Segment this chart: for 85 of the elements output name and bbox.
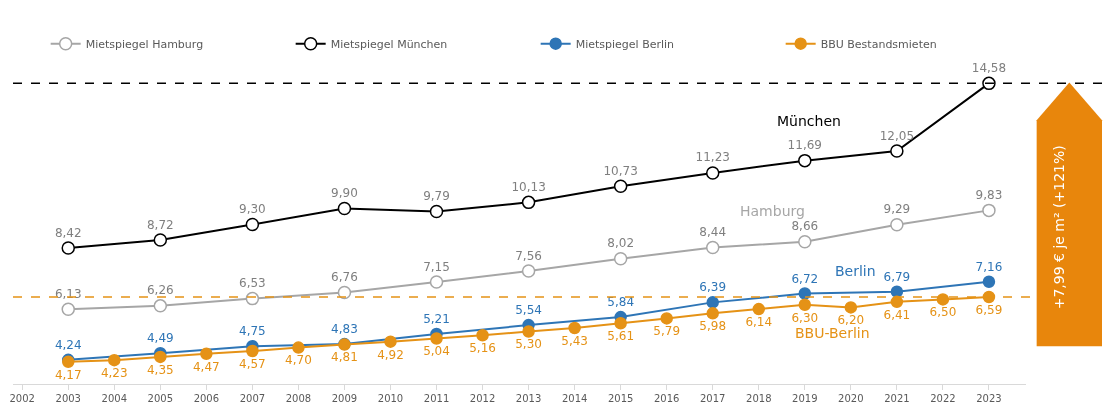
data-label: 5,04 xyxy=(423,344,450,359)
data-label: 6,39 xyxy=(699,280,727,295)
data-label: 7,56 xyxy=(515,248,542,263)
x-tick-label: 2022 xyxy=(930,393,956,404)
data-label: 4,23 xyxy=(100,366,128,381)
data-label: 8,44 xyxy=(699,225,727,240)
data-label: 4,35 xyxy=(146,362,174,377)
data-label: 6,14 xyxy=(745,314,773,329)
x-tick-label: 2020 xyxy=(838,393,864,404)
legend-label: BBU Bestandsmieten xyxy=(820,37,937,51)
data-label: 8,72 xyxy=(146,217,174,232)
x-tick-label: 2021 xyxy=(884,393,910,404)
x-tick-label: 2003 xyxy=(55,393,81,404)
legend-label: Mietspiegel München xyxy=(330,37,448,51)
data-label: 9,90 xyxy=(331,186,358,201)
data-label: 5,61 xyxy=(607,329,635,344)
data-label: 14,58 xyxy=(971,60,1007,75)
data-label: 6,26 xyxy=(146,283,174,298)
data-label: 8,02 xyxy=(607,236,635,251)
annotation: BBU-Berlin xyxy=(795,325,870,341)
data-label: 8,42 xyxy=(54,225,82,240)
annotation: Berlin xyxy=(835,263,876,279)
x-tick-label: 2008 xyxy=(285,393,312,404)
data-label: 4,17 xyxy=(54,367,82,382)
data-label: 6,53 xyxy=(239,276,266,291)
x-tick-label: 2013 xyxy=(515,393,542,404)
data-label: 5,98 xyxy=(699,319,727,334)
x-tick-label: 2015 xyxy=(607,393,634,404)
data-label: 7,16 xyxy=(975,259,1003,274)
x-tick-label: 2016 xyxy=(653,393,680,404)
x-tick-label: 2006 xyxy=(193,393,220,404)
data-label: 5,54 xyxy=(515,303,542,318)
data-label: 9,30 xyxy=(239,202,266,217)
data-label: 5,43 xyxy=(561,333,588,348)
data-label: 4,75 xyxy=(239,324,266,339)
data-label: 11,69 xyxy=(787,138,822,153)
data-label: 6,20 xyxy=(837,313,865,328)
data-label: 4,83 xyxy=(331,322,358,337)
x-tick-label: 2004 xyxy=(101,393,128,404)
data-label: 10,13 xyxy=(511,179,546,194)
data-label: 4,47 xyxy=(192,359,220,374)
data-label: 6,41 xyxy=(883,307,911,322)
text: +7,99 € je m² (+121%) xyxy=(1051,145,1068,310)
legend-label: Mietspiegel Hamburg xyxy=(85,37,204,51)
data-label: 9,79 xyxy=(423,188,450,203)
data-label: 4,92 xyxy=(377,347,404,362)
x-tick-label: 2019 xyxy=(792,393,818,404)
data-label: 6,59 xyxy=(975,302,1003,317)
data-label: 4,57 xyxy=(239,356,266,371)
annotation: München xyxy=(777,113,841,129)
x-tick-label: 2011 xyxy=(423,393,450,404)
data-label: 6,76 xyxy=(331,269,358,284)
x-tick-label: 2017 xyxy=(700,393,726,404)
data-label: 4,70 xyxy=(285,353,312,368)
data-label: 5,21 xyxy=(423,312,450,327)
data-label: 6,72 xyxy=(791,271,819,286)
x-tick-label: 2009 xyxy=(331,393,358,404)
data-label: 9,29 xyxy=(883,202,911,217)
data-label: 6,79 xyxy=(883,269,911,284)
x-tick-label: 2012 xyxy=(469,393,496,404)
data-label: 9,83 xyxy=(975,187,1003,202)
data-label: 6,50 xyxy=(929,305,957,320)
data-label: 8,66 xyxy=(791,219,819,234)
data-label: 6,13 xyxy=(54,286,82,301)
x-tick-label: 2007 xyxy=(239,393,266,404)
data-label: 4,49 xyxy=(146,331,174,346)
legend-label: Mietspiegel Berlin xyxy=(575,37,675,51)
x-tick-label: 2005 xyxy=(147,393,174,404)
data-label: 7,15 xyxy=(423,259,450,274)
data-label: 4,24 xyxy=(54,337,82,352)
x-tick-label: 2002 xyxy=(9,393,35,404)
data-label: 5,16 xyxy=(469,341,496,356)
data-label: 4,81 xyxy=(331,350,358,365)
data-label: 10,73 xyxy=(603,163,638,178)
data-label: 12,05 xyxy=(879,128,915,143)
data-label: 6,30 xyxy=(791,310,819,325)
annotation: Hamburg xyxy=(740,203,805,219)
data-label: 5,30 xyxy=(515,337,542,352)
data-label: 11,23 xyxy=(695,150,730,165)
x-tick-label: 2023 xyxy=(976,393,1002,404)
x-tick-label: 2018 xyxy=(746,393,772,404)
data-label: 5,84 xyxy=(607,295,635,310)
x-tick-label: 2010 xyxy=(377,393,404,404)
x-tick-label: 2014 xyxy=(561,393,588,404)
data-label: 5,79 xyxy=(653,324,681,339)
